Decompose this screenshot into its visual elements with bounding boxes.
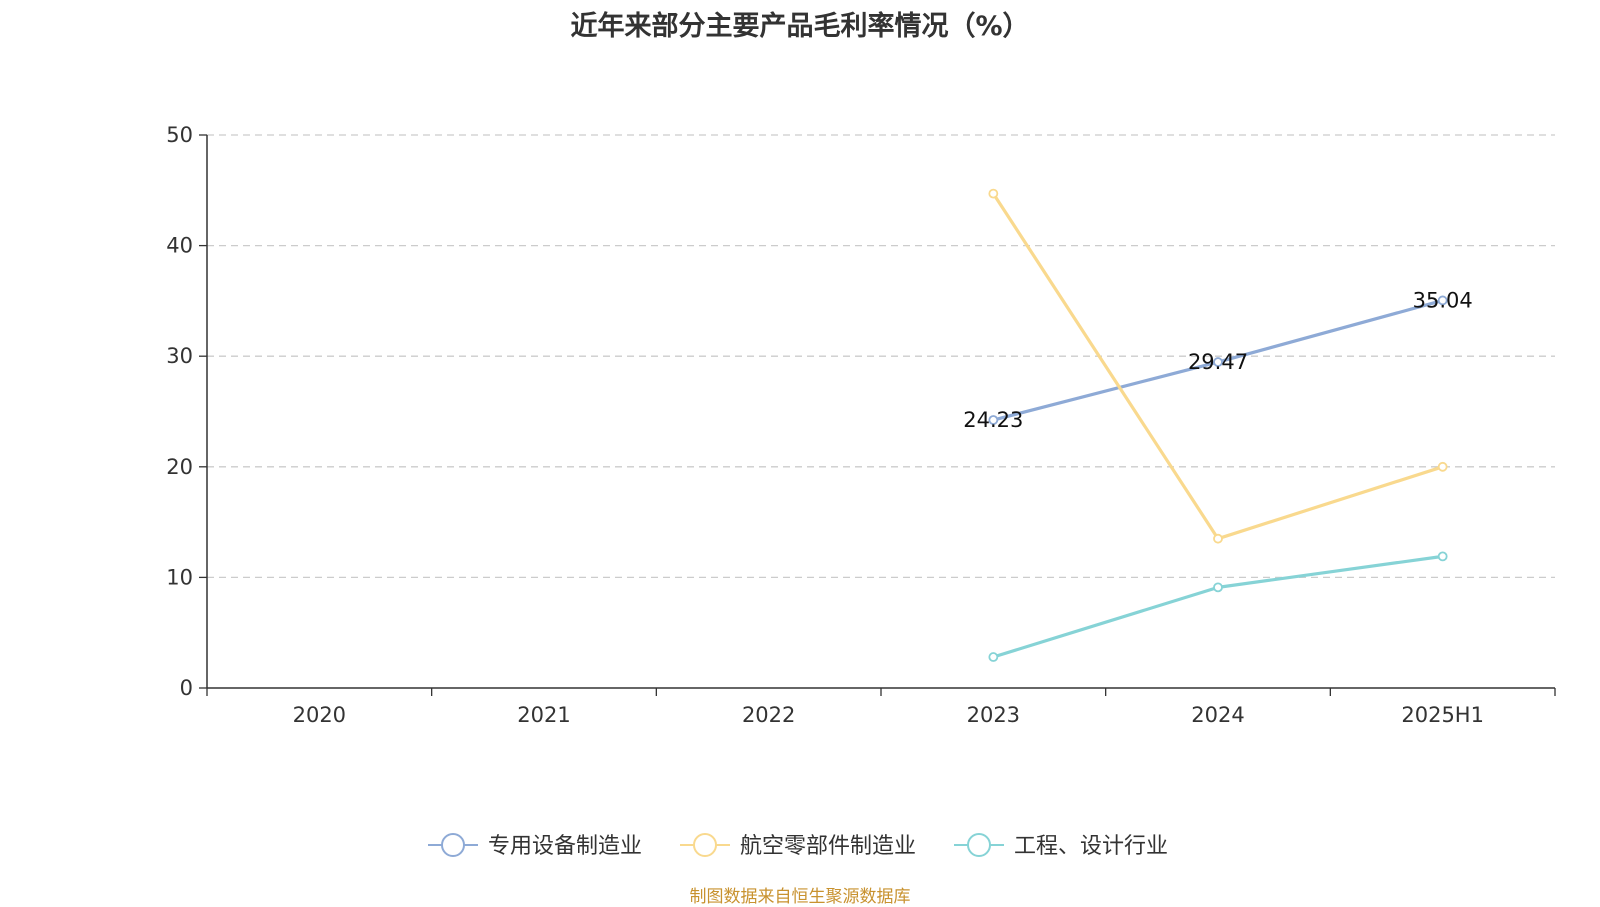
legend-label: 工程、设计行业: [1014, 834, 1168, 859]
y-tick-label: 20: [166, 455, 193, 479]
data-point[interactable]: [1213, 582, 1223, 593]
y-tick-label: 50: [166, 123, 193, 147]
data-point[interactable]: [988, 188, 999, 199]
legend-label: 航空零部件制造业: [740, 834, 916, 859]
legend-marker-icon: [967, 833, 991, 857]
legend-item-2[interactable]: 航空零部件制造业: [680, 833, 916, 859]
data-point[interactable]: [1437, 551, 1448, 562]
data-point[interactable]: [1437, 461, 1448, 472]
data-label: 35.04: [1413, 288, 1473, 312]
y-tick-label: 0: [180, 676, 193, 700]
data-labels: 24.23 29.47 35.04: [963, 288, 1472, 432]
x-tick-label: 2021: [517, 703, 570, 727]
y-tick-label: 40: [166, 234, 193, 258]
series-lines: [988, 188, 1448, 662]
legend-marker-icon: [693, 833, 717, 857]
chart-title: 近年来部分主要产品毛利率情况（%）: [570, 11, 1030, 42]
y-tick-label: 10: [166, 565, 193, 589]
data-point[interactable]: [988, 415, 999, 425]
x-tick-label: 2020: [293, 703, 346, 727]
grid-lines: [207, 134, 1555, 579]
x-tick-label: 2024: [1191, 703, 1244, 727]
data-label: 29.47: [1188, 350, 1248, 374]
data-point[interactable]: [988, 652, 999, 662]
axes: 0 10 20 30 40 50 2020 2021 2022 2023 2024 2025H1: [166, 123, 1556, 727]
x-tick-label: 2022: [742, 703, 795, 727]
legend-item-1[interactable]: 专用设备制造业: [428, 833, 642, 859]
legend-item-3[interactable]: 工程、设计行业: [954, 833, 1168, 859]
legend-label: 专用设备制造业: [488, 834, 642, 859]
y-tick-label: 30: [166, 344, 193, 368]
legend[interactable]: 专用设备制造业 航空零部件制造业 工程、设计行业: [428, 833, 1168, 859]
x-tick-label: 2023: [967, 703, 1020, 727]
x-tick-label: 2025H1: [1401, 703, 1484, 727]
data-point[interactable]: [1437, 295, 1448, 306]
data-label: 24.23: [963, 408, 1023, 432]
data-point[interactable]: [1213, 533, 1223, 544]
data-point[interactable]: [1213, 357, 1223, 367]
source-note: 制图数据来自恒生聚源数据库: [689, 887, 911, 907]
series-line-3: [991, 554, 1445, 659]
legend-marker-icon: [441, 833, 465, 857]
